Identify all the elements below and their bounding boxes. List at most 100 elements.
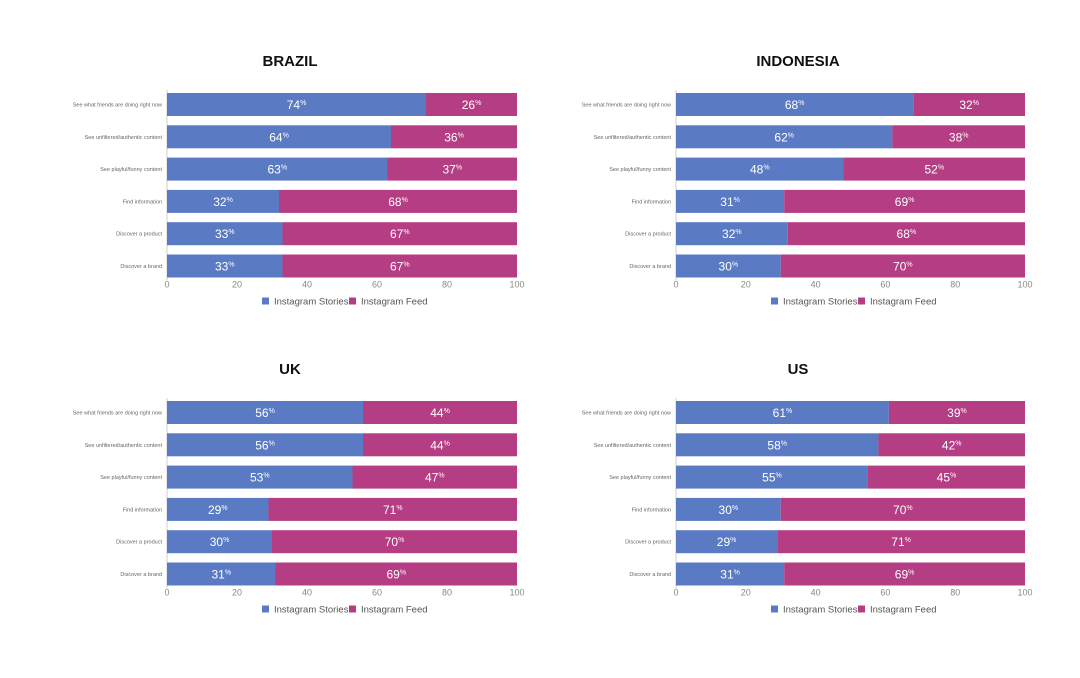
bar-instagram-feed [913, 93, 1025, 116]
bar-instagram-feed [268, 497, 517, 521]
bar-instagram-stories [676, 465, 868, 489]
x-tick-label: 0 [164, 280, 169, 290]
data-label: 29% [717, 535, 737, 549]
x-tick-label: 0 [673, 280, 678, 290]
data-label: 32% [959, 98, 979, 112]
data-label: 69% [895, 568, 915, 582]
category-label: Find information [123, 199, 162, 205]
x-tick-label: 100 [1017, 588, 1032, 598]
x-tick-label: 0 [673, 588, 678, 598]
category-label: See what friends are doing right now [73, 411, 162, 417]
data-label: 71% [383, 503, 403, 517]
x-tick-label: 20 [232, 588, 242, 598]
bar-instagram-feed [279, 189, 517, 213]
data-label: 44% [430, 438, 450, 452]
bar-instagram-stories [676, 125, 893, 149]
data-label: 68% [897, 227, 917, 241]
chart-title: BRAZIL [263, 53, 318, 70]
chart-title: US [788, 361, 809, 378]
legend-swatch-feed [349, 297, 356, 305]
data-label: 48% [750, 163, 770, 177]
legend-swatch-stories [262, 297, 269, 305]
bar-instagram-feed [784, 562, 1025, 586]
bar-instagram-feed [282, 222, 517, 246]
data-label: 70% [893, 260, 913, 274]
x-tick-label: 80 [442, 588, 452, 598]
category-label: Discover a brand [629, 572, 671, 578]
bar-instagram-feed [878, 433, 1025, 457]
x-tick-label: 60 [372, 280, 382, 290]
legend-label: Instagram Stories [274, 297, 349, 308]
category-label: Discover a product [625, 540, 671, 546]
bar-instagram-stories [167, 497, 269, 521]
category-label: See unfiltered/authentic content [85, 135, 163, 141]
category-label: See playful/funny content [609, 475, 671, 481]
bar-instagram-stories [167, 93, 426, 116]
data-label: 58% [767, 438, 787, 452]
data-label: 69% [895, 195, 915, 209]
data-label: 52% [924, 163, 944, 177]
bar-instagram-feed [363, 433, 517, 457]
category-label: Discover a brand [120, 572, 162, 578]
category-label: See what friends are doing right now [582, 411, 671, 417]
bar-instagram-feed [777, 530, 1025, 554]
legend-swatch-feed [858, 297, 865, 305]
chart-panel: INDONESIA See what friends are doing righ… [582, 53, 1033, 308]
category-label: See what friends are doing right now [73, 103, 162, 109]
data-label: 32% [213, 195, 233, 209]
bar-instagram-feed [391, 125, 517, 149]
legend-label: Instagram Stories [783, 297, 858, 308]
bar-instagram-stories [167, 125, 391, 149]
data-label: 30% [719, 503, 739, 517]
data-label: 37% [442, 163, 462, 177]
bar-instagram-feed [275, 562, 517, 586]
data-label: 71% [891, 535, 911, 549]
x-tick-label: 80 [442, 280, 452, 290]
x-tick-label: 100 [509, 588, 524, 598]
bar-instagram-stories [167, 465, 353, 489]
category-label: See unfiltered/authentic content [594, 135, 672, 141]
x-tick-label: 40 [302, 588, 312, 598]
bar-instagram-stories [167, 433, 363, 457]
chart-panel: UK See what friends are doing right now 56… [73, 361, 525, 616]
data-label: 69% [386, 568, 406, 582]
data-label: 68% [388, 195, 408, 209]
data-label: 67% [390, 227, 410, 241]
bar-instagram-stories [167, 157, 388, 181]
data-label: 30% [210, 535, 230, 549]
x-tick-label: 40 [811, 588, 821, 598]
data-label: 68% [785, 98, 805, 112]
bar-instagram-stories [676, 189, 785, 213]
category-label: Find information [632, 507, 671, 513]
category-label: See playful/funny content [609, 167, 671, 173]
x-tick-label: 100 [509, 280, 524, 290]
bar-instagram-feed [787, 222, 1025, 246]
legend-label: Instagram Feed [361, 605, 428, 616]
x-tick-label: 0 [164, 588, 169, 598]
data-label: 56% [255, 406, 275, 420]
legend-label: Instagram Stories [783, 605, 858, 616]
legend-swatch-stories [771, 605, 778, 613]
category-label: See playful/funny content [100, 167, 162, 173]
bar-instagram-feed [892, 125, 1025, 149]
bar-instagram-stories [167, 401, 363, 424]
data-label: 42% [942, 438, 962, 452]
bar-instagram-stories [676, 254, 781, 278]
data-label: 47% [425, 471, 445, 485]
legend-label: Instagram Feed [361, 297, 428, 308]
category-label: Discover a product [116, 540, 162, 546]
data-label: 70% [385, 535, 405, 549]
data-label: 32% [722, 227, 742, 241]
x-tick-label: 20 [741, 588, 751, 598]
category-label: See playful/funny content [100, 475, 162, 481]
bar-instagram-stories [676, 222, 788, 246]
x-tick-label: 60 [880, 280, 890, 290]
data-label: 31% [720, 195, 740, 209]
data-label: 33% [215, 227, 235, 241]
data-label: 38% [949, 130, 969, 144]
category-label: Find information [632, 199, 671, 205]
legend-label: Instagram Feed [870, 605, 937, 616]
data-label: 33% [215, 260, 235, 274]
